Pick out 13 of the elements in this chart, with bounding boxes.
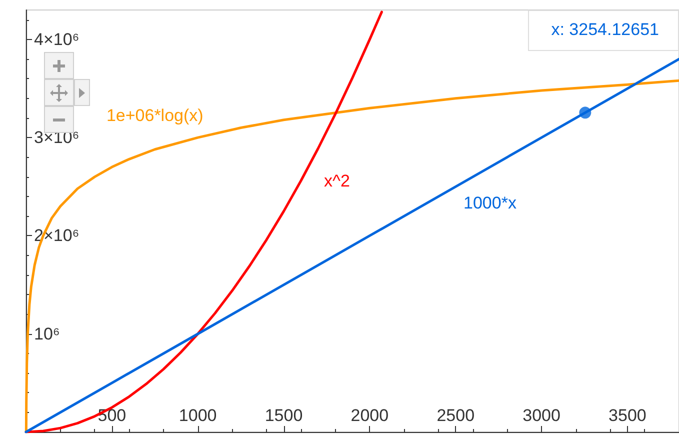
series-label: 1e+06*log(x) [106, 106, 204, 125]
x-tick-label: 3500 [608, 406, 646, 425]
y-tick-label: 10⁶ [34, 324, 60, 344]
series-label: x^2 [324, 171, 350, 190]
y-tick-label: 4×10⁶ [34, 30, 80, 49]
x-tick-label: 2000 [350, 406, 389, 425]
x-tick-label: 2500 [436, 406, 475, 425]
annotation: x: 3254.12651 [551, 20, 660, 39]
x-tick-label: 1000 [178, 406, 217, 425]
x-tick-label: 3000 [522, 406, 560, 425]
series-label: 1000*x [464, 194, 517, 213]
x-tick-label: 500 [98, 406, 126, 425]
x-tick-label: 1500 [264, 406, 303, 425]
